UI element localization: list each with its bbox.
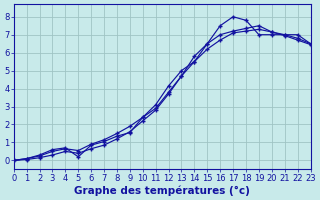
X-axis label: Graphe des températures (°c): Graphe des températures (°c) bbox=[74, 185, 250, 196]
